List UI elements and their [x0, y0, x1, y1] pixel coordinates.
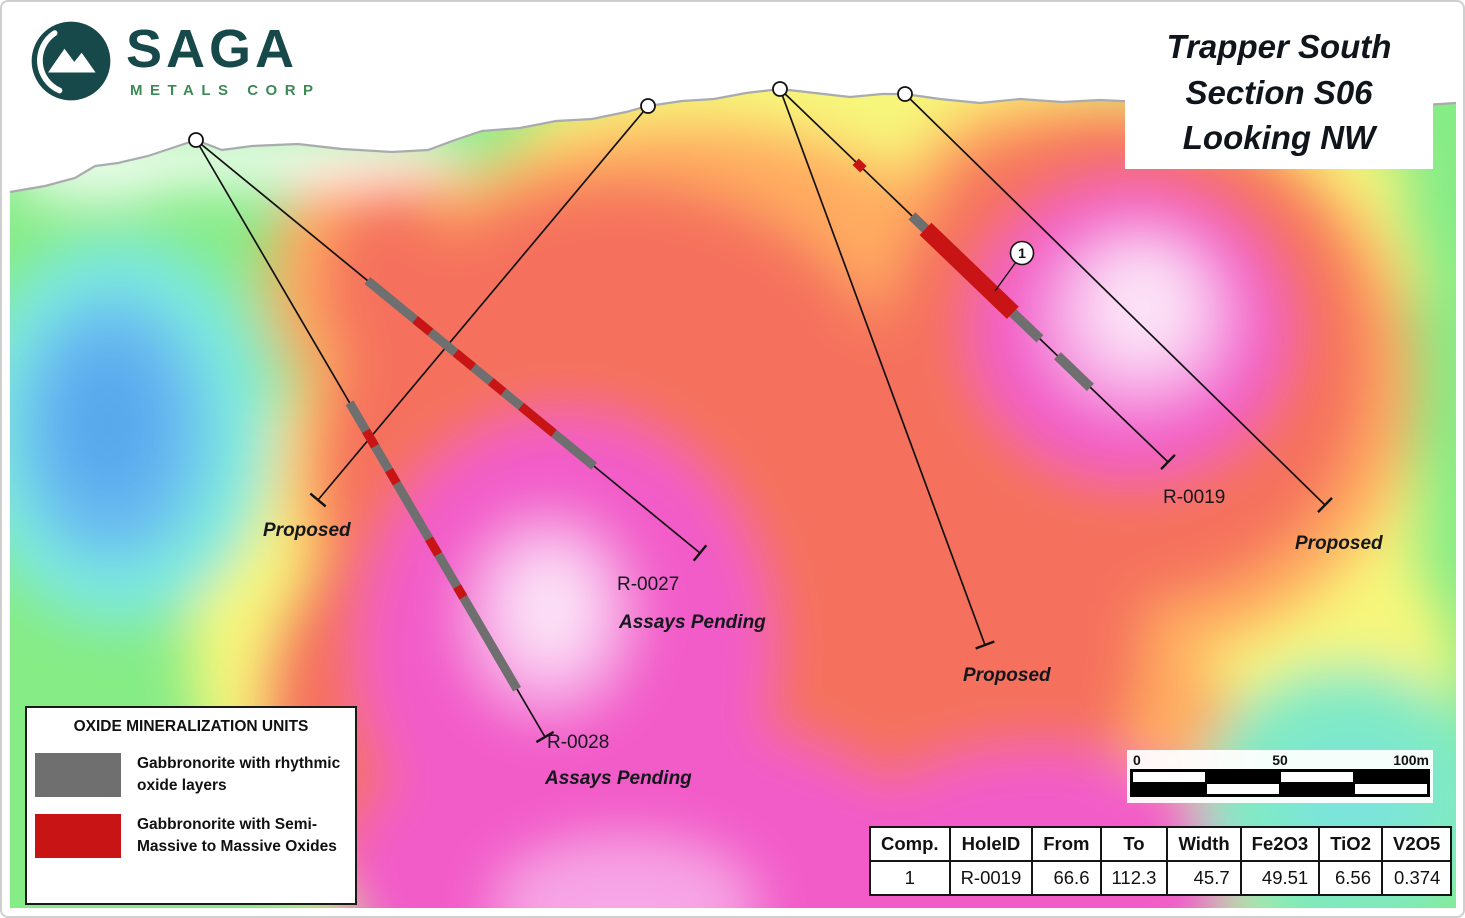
hole-label: Proposed [1295, 533, 1383, 554]
interval-red-R-0027 [518, 402, 557, 437]
legend: OXIDE MINERALIZATION UNITS Gabbronorite … [25, 706, 357, 905]
hole-label: Assays Pending [544, 768, 692, 789]
interval-red-R-0028 [453, 584, 468, 600]
legend-title: OXIDE MINERALIZATION UNITS [73, 718, 309, 735]
hole-end-tick-Proposed-East [1317, 497, 1333, 513]
interval-red-R-0019 [919, 222, 1019, 319]
scale-bar-labels: 0 50 100m [1130, 752, 1430, 769]
hole-label: Proposed [263, 520, 351, 541]
interval-red-R-0027 [487, 378, 507, 396]
hole-label: R-0028 [547, 732, 609, 753]
brand-name: SAGA [126, 19, 299, 79]
table-header-v2o5: V2O5 [1380, 826, 1453, 862]
table-cell: 45.7 [1166, 860, 1242, 896]
legend-item-red: Gabbronorite with Semi-Massive to Massiv… [35, 814, 355, 858]
composite-table: Comp. HoleID From To Width Fe2O3 TiO2 V2O5 1 R-00… [869, 826, 1453, 896]
drillhole-trace-Proposed-Centre [779, 88, 986, 646]
legend-label-red: Gabbronorite with Semi-Massive to Massiv… [137, 816, 337, 855]
hole-end-tick-R-0027 [692, 544, 708, 562]
interval-red-R-0028 [385, 467, 401, 486]
legend-swatch-gray [35, 753, 121, 797]
table-cell: 49.51 [1239, 860, 1321, 896]
composite-table-wrapper: Comp. HoleID From To Width Fe2O3 TiO2 V2O5 1 R-00… [869, 826, 1453, 896]
legend-label-gray: Gabbronorite with rhythmic oxide layers [137, 755, 341, 794]
drillhole-collar-2 [772, 81, 788, 97]
table-cell: 112.3 [1099, 860, 1169, 896]
table-header-from: From [1031, 826, 1102, 862]
hole-end-tick-R-0028 [535, 730, 555, 744]
interval-gray-R-0027 [364, 276, 598, 470]
table-row: 1 R-0019 66.6 112.3 45.7 49.51 6.56 0.374 [869, 860, 1453, 896]
scale-label-0: 0 [1133, 752, 1141, 768]
table-cell: 6.56 [1318, 860, 1383, 896]
scale-label-100: 100m [1393, 752, 1429, 768]
table-cell: R-0019 [948, 860, 1034, 896]
section-title-line2: Section S06 [1185, 73, 1373, 111]
table-header-width: Width [1166, 826, 1242, 862]
drillhole-collar-1 [640, 98, 656, 114]
drillhole-trace-Proposed-East [904, 93, 1326, 506]
table-header-comp: Comp. [869, 826, 951, 862]
section-title: Trapper South Section S06 Looking NW [1125, 20, 1433, 169]
table-header-holeid: HoleID [948, 826, 1034, 862]
table-cell: 0.374 [1380, 860, 1453, 896]
hole-end-tick-R-0019 [1160, 453, 1176, 471]
interval-red-R-0028 [425, 536, 443, 557]
table-header-to: To [1099, 826, 1169, 862]
annotation-leader [994, 261, 1017, 292]
hole-label: Assays Pending [618, 612, 766, 633]
table-cell: 66.6 [1031, 860, 1102, 896]
saga-logo-icon [31, 21, 111, 101]
drillhole-collar-3 [897, 86, 913, 102]
legend-item-gray: Gabbronorite with rhythmic oxide layers [35, 753, 355, 797]
section-title-line3: Looking NW [1182, 119, 1376, 157]
table-cell: 1 [869, 860, 951, 896]
hole-label: R-0027 [617, 574, 679, 595]
drillhole-collar-0 [188, 132, 204, 148]
interval-red-R-0028 [362, 428, 379, 449]
scale-label-50: 50 [1272, 752, 1288, 768]
hole-end-tick-Proposed-Centre [975, 640, 995, 650]
interval-red-R-0027 [412, 316, 434, 336]
table-header-tio2: TiO2 [1318, 826, 1383, 862]
saga-logo: SAGA METALS CORP [30, 20, 321, 102]
brand-subtitle: METALS CORP [130, 82, 321, 99]
hole-label: Proposed [963, 665, 1051, 686]
section-title-line1: Trapper South [1166, 28, 1392, 65]
legend-swatch-red [35, 814, 121, 858]
interval-red-R-0019 [852, 158, 867, 173]
hole-label: R-0019 [1163, 487, 1225, 508]
hole-end-tick-Proposed-West [309, 492, 327, 508]
interval-annotation-circle [1009, 240, 1035, 266]
interval-gray-R-0019 [1053, 352, 1094, 392]
scale-bar: 0 50 100m [1127, 750, 1433, 803]
drillholes-layer: Proposed R-0027 Assays Pending R-0028 Assays… [188, 81, 1383, 789]
scale-bar-graphic [1130, 769, 1430, 797]
interval-red-R-0027 [452, 349, 477, 371]
interval-annotation-label: 1 [1018, 245, 1026, 261]
table-header-fe2o3: Fe2O3 [1239, 826, 1321, 862]
